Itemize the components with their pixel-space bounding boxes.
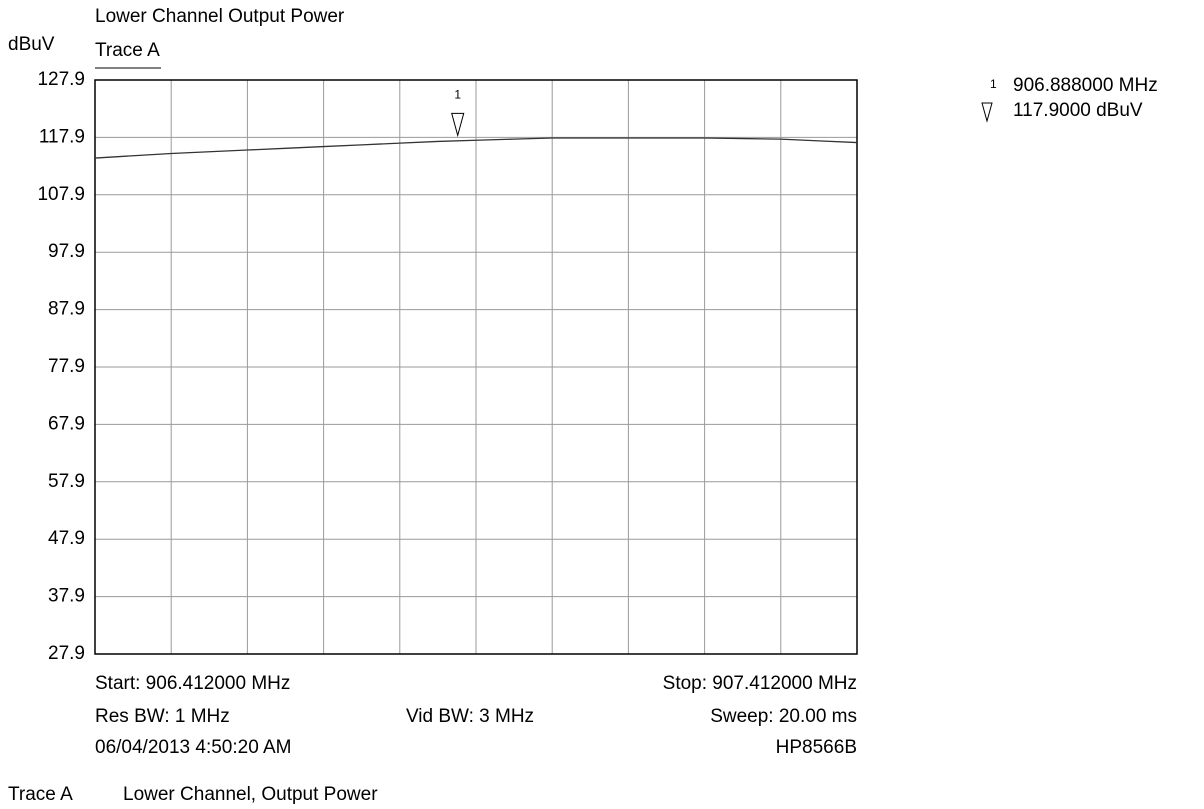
y-axis-label: dBuV — [8, 34, 55, 55]
marker-level: 117.9000 dBuV — [1013, 100, 1143, 121]
y-tick-label: 97.9 — [48, 241, 85, 262]
stop-info: Stop: 907.412000 MHz — [663, 673, 857, 694]
start-info: Start: 906.412000 MHz — [95, 673, 290, 694]
y-tick-label: 107.9 — [37, 184, 85, 205]
trace-label: Trace A — [95, 40, 160, 61]
res-bw-info: Res BW: 1 MHz — [95, 706, 230, 727]
marker-readout-icon — [981, 102, 993, 123]
marker-frequency: 906.888000 MHz — [1013, 75, 1158, 96]
y-tick-label: 47.9 — [48, 528, 85, 549]
trace-line — [94, 137, 858, 159]
marker-readout-number: 1 — [990, 77, 997, 91]
vid-bw-info: Vid BW: 3 MHz — [406, 706, 534, 727]
y-tick-label: 57.9 — [48, 471, 85, 492]
footer-trace: Trace A — [8, 784, 73, 805]
footer-description: Lower Channel, Output Power — [123, 784, 378, 805]
sweep-info: Sweep: 20.00 ms — [710, 706, 857, 727]
y-tick-label: 77.9 — [48, 356, 85, 377]
plot-frame — [94, 79, 858, 655]
y-tick-label: 117.9 — [39, 126, 85, 147]
date-info: 06/04/2013 4:50:20 AM — [95, 737, 292, 758]
instrument-info: HP8566B — [776, 737, 857, 758]
y-tick-label: 127.9 — [37, 69, 85, 90]
y-tick-label: 37.9 — [48, 586, 85, 607]
marker — [451, 112, 465, 138]
y-tick-label: 87.9 — [48, 299, 85, 320]
chart-title: Lower Channel Output Power — [95, 6, 345, 27]
y-tick-label: 27.9 — [48, 643, 85, 664]
marker-number: 1 — [454, 88, 461, 102]
y-tick-label: 67.9 — [48, 413, 85, 434]
